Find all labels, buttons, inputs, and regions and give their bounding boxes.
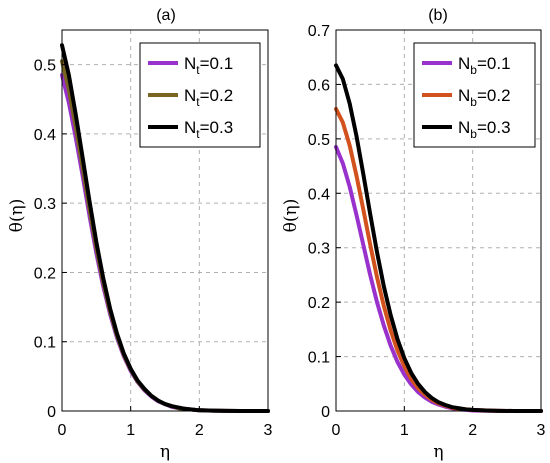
chart-a-ytick-label: 0.3 [34, 196, 56, 213]
chart-a-ytick-label: 0.1 [34, 335, 56, 352]
chart-b-title: (b) [428, 7, 448, 24]
chart-a-xtick-label: 0 [58, 422, 67, 439]
chart-b-ytick-label: 0.4 [308, 186, 330, 203]
chart-b-ytick-label: 0 [321, 404, 330, 421]
chart-a-ytick-label: 0.5 [34, 58, 56, 75]
chart-a-x-axis-label: η [160, 442, 170, 462]
chart-b-axes-frame [335, 29, 542, 412]
chart-a-xtick-label: 3 [264, 422, 273, 439]
chart-b-legend: Nb=0.1 Nb=0.2 Nb=0.3 [413, 42, 536, 148]
chart-b-ytick-label: 0.5 [308, 132, 330, 149]
chart-b-x-axis-label: η [433, 442, 443, 462]
chart-b-xtick-label: 2 [468, 422, 477, 439]
chart-a-y-axis-label: θ(η) [7, 199, 27, 233]
chart-b-xtick-label: 0 [332, 422, 341, 439]
chart-a-ytick-label: 0 [47, 404, 56, 421]
chart-b-y-axis-label: θ(η) [281, 199, 301, 233]
chart-a-legend-label-3: Nt=0.3 [184, 118, 233, 141]
chart-b-xtick-label: 1 [400, 422, 409, 439]
chart-b-ytick-label: 0.3 [308, 241, 330, 258]
chart-a-ytick-label: 0.2 [34, 265, 56, 282]
chart-b-xtick-label: 3 [537, 422, 546, 439]
chart-a-legend-label-2: Nt=0.2 [184, 86, 233, 109]
chart-b-ytick-label: 0.6 [308, 77, 330, 94]
chart-b-legend-label-2: Nb=0.2 [458, 86, 511, 109]
chart-b-ytick-label: 0.7 [308, 23, 330, 40]
chart-a-xtick-label: 1 [126, 422, 135, 439]
chart-b-ytick-label: 0.2 [308, 295, 330, 312]
chart-b-legend-label-1: Nb=0.1 [458, 54, 511, 77]
chart-a-legend-label-1: Nt=0.1 [184, 54, 233, 77]
chart-b-series-line-3 [334, 63, 543, 413]
chart-a-title: (a) [156, 7, 176, 24]
chart-b-ytick-label: 0.1 [308, 350, 330, 367]
chart-b-legend-label-3: Nb=0.3 [458, 118, 511, 141]
chart-a-axes-frame [61, 29, 269, 412]
chart-a-xtick-label: 2 [195, 422, 204, 439]
chart-a-legend: Nt=0.1 Nt=0.2 Nt=0.3 [139, 42, 261, 148]
chart-b-panel: 0 1 2 3 0 0.1 0.2 0.3 0.4 0.5 0.6 0.7 (b) η θ(η) Nb=0.1… [281, 7, 546, 462]
chart-a-ytick-label: 0.4 [34, 127, 56, 144]
chart-a-panel: 0 1 2 3 0 0.1 0.2 0.3 0.4 0.5 (a) η θ(η) Nt=0.1 Nt=0.2… [7, 7, 273, 462]
